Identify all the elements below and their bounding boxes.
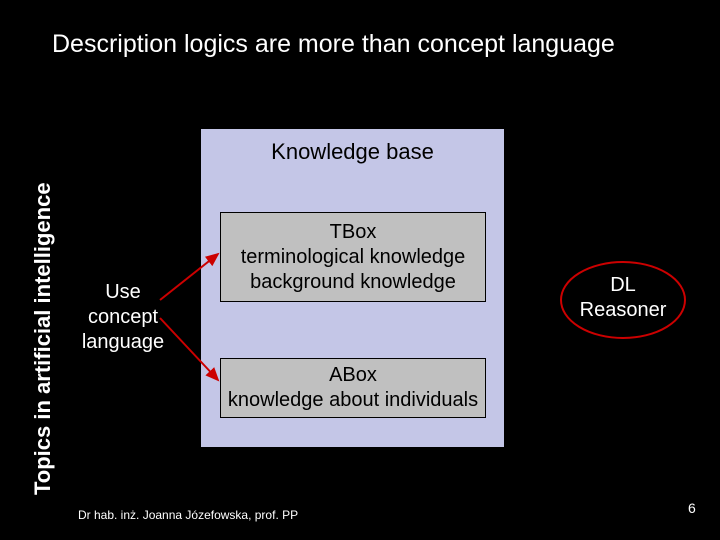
footer-author: Dr hab. inż. Joanna Józefowska, prof. PP	[78, 508, 298, 522]
knowledge-base-title: Knowledge base	[201, 139, 504, 165]
left-line3: language	[68, 330, 178, 355]
reasoner-line2: Reasoner	[568, 298, 678, 323]
slide: Description logics are more than concept…	[0, 0, 720, 540]
dl-reasoner-label: DL Reasoner	[568, 273, 678, 323]
left-line1: Use	[68, 280, 178, 305]
left-line2: concept	[68, 305, 178, 330]
slide-title: Description logics are more than concept…	[52, 30, 615, 59]
use-concept-language-label: Use concept language	[68, 280, 178, 355]
tbox-line2: terminological knowledge	[241, 245, 466, 270]
tbox-line3: background knowledge	[250, 270, 456, 295]
tbox: TBox terminological knowledge background…	[220, 212, 486, 302]
abox-line2: knowledge about individuals	[228, 388, 478, 413]
sidebar-label: Topics in artificial intelligence	[30, 182, 56, 495]
page-number: 6	[688, 500, 696, 516]
abox: ABox knowledge about individuals	[220, 358, 486, 418]
tbox-line1: TBox	[330, 220, 377, 245]
reasoner-line1: DL	[568, 273, 678, 298]
abox-line1: ABox	[329, 363, 377, 388]
